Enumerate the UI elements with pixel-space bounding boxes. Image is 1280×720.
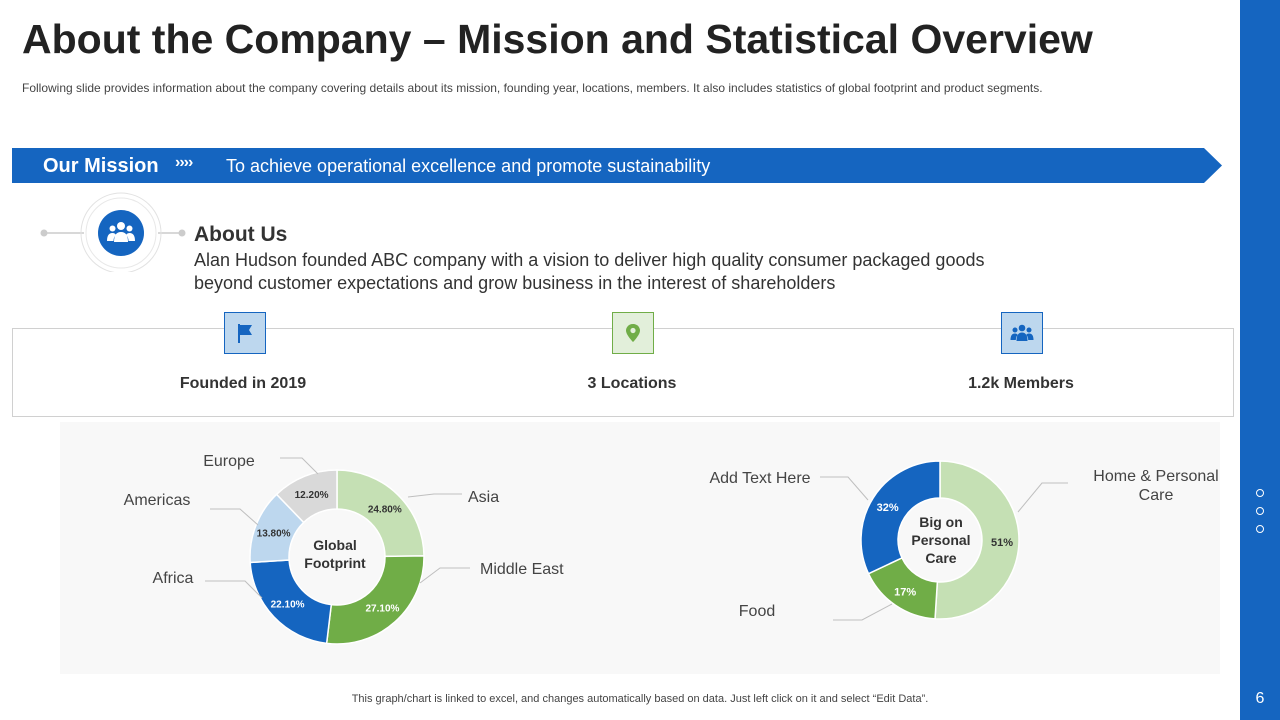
category-label-middle-east: Middle East [480,561,564,578]
category-label-asia: Asia [468,489,499,506]
leader-line-food [833,603,893,621]
category-label-americas: Americas [124,492,191,509]
leader-line-middle-east [419,567,470,584]
chevrons-icon: ›››› [175,154,193,171]
data-label-food: 17% [894,586,916,598]
data-label-africa: 22.10% [271,600,305,611]
category-label-home-personal-care: Home & Personal Care [1093,468,1218,504]
about-title: About Us [194,223,288,246]
mission-banner: Our Mission ›››› To achieve operational … [12,148,1222,183]
slice-middle-east [325,555,425,645]
right-accent-bar: 6 [1240,0,1280,720]
slice-asia [336,469,425,558]
center-label: Personal [911,532,970,548]
mission-label: Our Mission [43,155,159,177]
nav-dot-icon [1256,507,1264,515]
category-label-europe: Europe [203,453,255,470]
mission-arrow-shape [12,148,1222,183]
center-label: Footprint [304,555,366,571]
slice-europe [275,469,338,524]
stat-founded: Founded in 2019 [179,375,307,392]
slice-home-personal-care [934,460,1020,620]
people-icon [107,222,135,242]
about-icon-graphic [40,192,190,274]
page-number: 6 [1255,690,1265,707]
about-body: Alan Hudson founded ABC company with a v… [194,250,985,293]
flag-icon [224,312,266,354]
mission-text: To achieve operational excellence and pr… [226,156,711,176]
category-label-food: Food [739,603,775,620]
location-pin-icon [612,312,654,354]
leader-line-americas [210,508,259,526]
category-label-africa: Africa [153,570,194,587]
people-icon [1001,312,1043,354]
stat-members: 1.2k Members [968,375,1074,392]
nav-dot-icon [1256,525,1264,533]
data-label-asia: 24.80% [368,505,402,516]
category-label-add-text-here: Add Text Here [709,470,810,487]
data-label-home-personal-care: 51% [991,537,1013,549]
data-label-add-text-here: 32% [877,502,899,514]
leader-line-africa [205,580,263,599]
data-label-europe: 12.20% [295,490,329,501]
stat-locations: 3 Locations [587,375,677,392]
data-label-americas: 13.80% [257,528,291,539]
leader-line-europe [280,457,319,475]
nav-dot-icon [1256,489,1264,497]
footnote: This graph/chart is linked to excel, and… [351,693,929,705]
leader-line-home-personal-care [1017,482,1068,513]
page-title: About the Company – Mission and Statisti… [22,16,1093,62]
center-label: Global [313,537,357,553]
slice-add-text-here [860,460,941,575]
center-label: Care [925,550,956,566]
leader-line-asia [407,493,462,498]
data-label-middle-east: 27.10% [365,604,399,615]
leader-line-add-text-here [820,476,869,501]
page-subtitle: Following slide provides information abo… [22,81,1043,95]
center-label: Big on [919,514,963,530]
